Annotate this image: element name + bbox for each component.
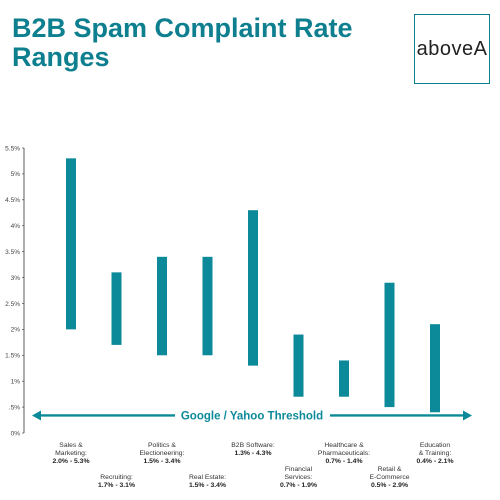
range-bar: [384, 282, 395, 408]
category-name: Pharmaceuticals:: [318, 450, 370, 457]
category-name: Politics &: [148, 442, 176, 449]
arrow-left-icon: [32, 410, 41, 421]
category-name: & Training:: [419, 450, 452, 457]
threshold-label: Google / Yahoo Threshold: [181, 410, 323, 422]
category-label-group: Real Estate:1.5% - 3.4%: [189, 474, 226, 489]
y-tick-label: 3%: [11, 275, 21, 282]
range-label: 1.7% - 3.1%: [98, 482, 135, 489]
brand-logo: aboveA: [414, 14, 490, 84]
category-name: Financial: [285, 466, 313, 473]
category-label-group: Education& Training:0.4% - 2.1%: [416, 442, 453, 465]
y-tick-label: .5%: [9, 404, 20, 411]
y-tick-label: 5%: [11, 171, 21, 178]
range-label: 1.3% - 4.3%: [234, 450, 271, 457]
y-tick-label: 0%: [11, 430, 21, 437]
y-tick-label: 5.5%: [5, 145, 20, 152]
category-name: B2B Software:: [231, 442, 275, 449]
range-label: 2.0% - 5.3%: [52, 458, 89, 465]
y-axis: 0% .5% 1% 1.5% 2% 2.5% 3% 3.5% 4% 4.5% 5% 5.5%: [5, 145, 25, 437]
range-label: 0.7% - 1.9%: [280, 482, 317, 489]
category-name: Sales &: [59, 442, 83, 449]
range-label: 0.5% - 2.9%: [371, 482, 408, 489]
category-label-group: Sales &Marketing:2.0% - 5.3%: [52, 442, 89, 465]
range-label: 1.5% - 3.4%: [189, 482, 226, 489]
category-label-group: Recruiting:1.7% - 3.1%: [98, 474, 135, 489]
range-bar: [293, 334, 304, 397]
category-name: Recruiting:: [100, 474, 133, 481]
page-title: B2B Spam Complaint Rate Ranges: [12, 13, 353, 72]
range-label: 0.7% - 1.4%: [325, 458, 362, 465]
y-tick-label: 1%: [11, 378, 21, 385]
category-name: Education: [420, 442, 450, 449]
arrow-right-icon: [463, 410, 472, 421]
category-name: Real Estate:: [189, 474, 226, 481]
y-tick-label: 2.5%: [5, 301, 20, 308]
range-bar: [248, 210, 258, 366]
category-label-group: B2B Software:1.3% - 4.3%: [231, 442, 275, 457]
category-label-group: Healthcare &Pharmaceuticals:0.7% - 1.4%: [318, 442, 370, 465]
threshold-line: Google / Yahoo Threshold: [32, 410, 472, 422]
y-tick-label: 4%: [11, 223, 21, 230]
category-labels: Sales &Marketing:2.0% - 5.3%Recruiting:1…: [52, 442, 453, 489]
range-bar: [339, 360, 349, 397]
range-bar: [157, 256, 167, 356]
range-bar: [66, 158, 76, 330]
category-name: Retail &: [378, 466, 402, 473]
category-name: Healthcare &: [324, 442, 364, 449]
logo-text: aboveA: [416, 37, 488, 60]
y-tick-label: 3.5%: [5, 249, 20, 256]
category-name: Services:: [285, 474, 313, 481]
range-bar: [202, 256, 213, 356]
category-name: E-Commerce: [369, 474, 409, 481]
y-tick-label: 1.5%: [5, 353, 20, 360]
y-tick-label: 4.5%: [5, 197, 20, 204]
range-label: 1.5% - 3.4%: [143, 458, 180, 465]
range-bar: [430, 324, 440, 413]
y-tick-label: 2%: [11, 327, 21, 334]
range-label: 0.4% - 2.1%: [416, 458, 453, 465]
category-label-group: Politics &Electioneering:1.5% - 3.4%: [140, 442, 185, 465]
category-name: Electioneering:: [140, 450, 185, 457]
range-bar: [111, 272, 122, 345]
category-name: Marketing:: [55, 450, 87, 457]
range-bars: [66, 158, 440, 413]
